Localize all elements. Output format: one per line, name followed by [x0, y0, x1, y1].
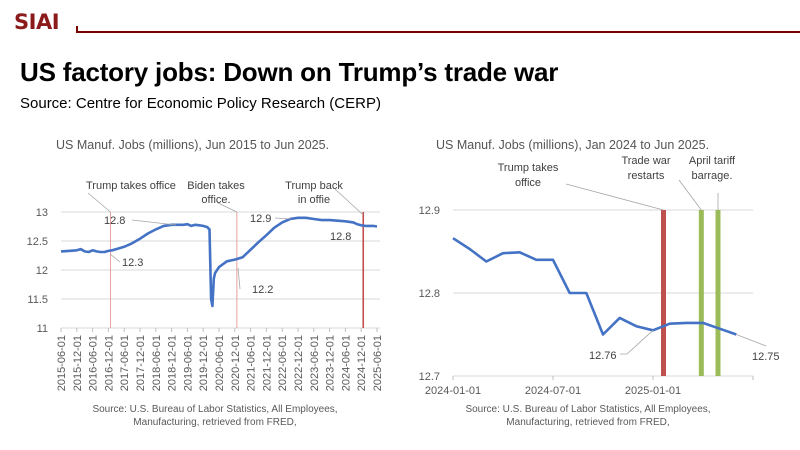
subheadline: Source: Centre for Economic Policy Resea… [20, 95, 381, 112]
chart-right: US Manuf. Jobs (millions), Jan 2024 to J… [419, 138, 780, 428]
data-label-leader-left [274, 217, 292, 220]
event-label-left: Trump takes office [86, 180, 176, 192]
event-label-right: April tariff [689, 155, 736, 167]
data-label-left: 12.8 [104, 215, 125, 227]
data-label-right: 12.76 [589, 350, 617, 362]
x-tick-label-left: 2019-06-01 [182, 335, 194, 391]
event-leader-right [565, 183, 664, 211]
chart-left-source-line2: Manufacturing, retrieved from FRED, [133, 417, 296, 428]
chart-left-title: US Manuf. Jobs (millions), Jun 2015 to J… [56, 138, 329, 152]
x-tick-label-left: 2023-06-01 [309, 335, 321, 391]
event-leader-right [678, 179, 702, 211]
chart-left-source-line1: Source: U.S. Bureau of Labor Statistics,… [92, 404, 337, 415]
chart-right-title: US Manuf. Jobs (millions), Jan 2024 to J… [436, 138, 709, 152]
y-tick-label-right: 12.7 [419, 371, 440, 383]
data-label-left: 12.9 [250, 213, 271, 225]
x-tick-label-left: 2025-06-01 [372, 335, 384, 391]
data-label-left: 12.8 [330, 231, 351, 243]
y-tick-label-left: 11.5 [27, 294, 48, 306]
logo-rule-tick [76, 26, 78, 33]
event-label-left: Biden takes [187, 180, 245, 192]
event-leader-left [334, 188, 364, 216]
x-tick-label-left: 2018-12-01 [167, 335, 179, 391]
x-tick-label-left: 2020-06-01 [214, 335, 226, 391]
y-tick-label-right: 12.8 [419, 288, 440, 300]
data-label-leader-left [237, 267, 241, 290]
y-tick-label-left: 13 [36, 207, 48, 219]
x-tick-label-left: 2022-06-01 [277, 335, 289, 391]
series-line-right [452, 237, 737, 336]
event-label-right: barrage. [692, 170, 733, 182]
event-label-left: in offie [298, 194, 330, 206]
header-rule [76, 31, 800, 33]
y-tick-label-left: 12.5 [27, 236, 48, 248]
event-leader-left [87, 192, 111, 213]
x-tick-label-left: 2021-06-01 [246, 335, 258, 391]
chart-right-source-line1: Source: U.S. Bureau of Labor Statistics,… [465, 404, 710, 415]
x-tick-label-right: 2024-07-01 [525, 385, 581, 397]
x-tick-label-left: 2023-12-01 [325, 335, 337, 391]
x-tick-label-left: 2021-12-01 [261, 335, 273, 391]
x-tick-label-left: 2015-12-01 [72, 335, 84, 391]
event-label-right: Trump takes [498, 162, 559, 174]
data-label-leader-right [736, 334, 767, 347]
event-label-right: office [515, 177, 541, 189]
series-line-left [60, 216, 378, 308]
data-label-leader-left [109, 253, 121, 263]
x-tick-label-left: 2016-06-01 [88, 335, 100, 391]
x-tick-label-left: 2018-06-01 [151, 335, 163, 391]
x-tick-label-left: 2022-12-01 [293, 335, 305, 391]
y-tick-label-left: 11 [37, 323, 48, 335]
x-tick-label-right: 2024-01-01 [425, 385, 481, 397]
data-label-right: 12.75 [752, 351, 780, 363]
event-label-left: office. [201, 194, 230, 206]
x-tick-label-left: 2020-12-01 [230, 335, 242, 391]
y-tick-label-left: 12 [36, 265, 48, 277]
x-tick-label-left: 2017-06-01 [119, 335, 131, 391]
data-label-leader-right [620, 330, 654, 355]
x-tick-label-left: 2024-12-01 [356, 335, 368, 391]
chart-right-source-line2: Manufacturing, retrieved from FRED, [506, 417, 669, 428]
x-tick-label-left: 2019-12-01 [198, 335, 210, 391]
siai-logo: SIAI [14, 10, 60, 34]
data-label-left: 12.3 [122, 257, 143, 269]
event-leader-left [217, 202, 238, 213]
event-label-right: restarts [628, 170, 665, 182]
event-label-left: Trump back [285, 180, 343, 192]
x-tick-label-left: 2016-12-01 [103, 335, 115, 391]
y-tick-label-right: 12.9 [419, 205, 440, 217]
chart-left: US Manuf. Jobs (millions), Jun 2015 to J… [27, 138, 384, 428]
x-tick-label-right: 2025-01-01 [625, 385, 681, 397]
x-tick-label-left: 2017-12-01 [135, 335, 147, 391]
x-tick-label-left: 2015-06-01 [56, 335, 68, 391]
data-label-left: 12.2 [252, 284, 273, 296]
headline: US factory jobs: Down on Trump’s trade w… [20, 57, 559, 87]
event-label-right: Trade war [621, 155, 670, 167]
x-tick-label-left: 2024-06-01 [340, 335, 352, 391]
data-label-leader-left [131, 219, 177, 226]
